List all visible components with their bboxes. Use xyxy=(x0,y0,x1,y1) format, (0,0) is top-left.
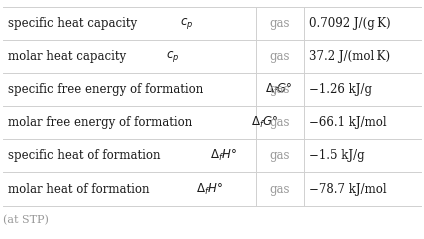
Text: gas: gas xyxy=(270,149,290,163)
Text: $\Delta_f H°$: $\Delta_f H°$ xyxy=(196,181,223,196)
Text: gas: gas xyxy=(270,183,290,196)
Text: $\Delta_f G°$: $\Delta_f G°$ xyxy=(251,115,278,130)
Text: 0.7092 J/(g K): 0.7092 J/(g K) xyxy=(309,17,391,30)
Text: $\Delta_f G°$: $\Delta_f G°$ xyxy=(265,82,293,97)
Text: gas: gas xyxy=(270,83,290,96)
Text: molar heat of formation: molar heat of formation xyxy=(8,183,154,196)
Text: specific heat capacity: specific heat capacity xyxy=(8,17,141,30)
Text: 37.2 J/(mol K): 37.2 J/(mol K) xyxy=(309,50,390,63)
Text: −78.7 kJ/mol: −78.7 kJ/mol xyxy=(309,183,387,196)
Text: −66.1 kJ/mol: −66.1 kJ/mol xyxy=(309,116,387,129)
Text: $c_p$: $c_p$ xyxy=(180,16,193,31)
Text: −1.5 kJ/g: −1.5 kJ/g xyxy=(309,149,365,163)
Text: $\Delta_f H°$: $\Delta_f H°$ xyxy=(210,148,237,163)
Text: gas: gas xyxy=(270,17,290,30)
Text: gas: gas xyxy=(270,116,290,129)
Text: specific heat of formation: specific heat of formation xyxy=(8,149,165,163)
Text: molar free energy of formation: molar free energy of formation xyxy=(8,116,196,129)
Text: $c_p$: $c_p$ xyxy=(166,49,179,64)
Text: molar heat capacity: molar heat capacity xyxy=(8,50,130,63)
Text: specific free energy of formation: specific free energy of formation xyxy=(8,83,207,96)
Text: (at STP): (at STP) xyxy=(3,215,49,225)
Text: −1.26 kJ/g: −1.26 kJ/g xyxy=(309,83,372,96)
Text: gas: gas xyxy=(270,50,290,63)
